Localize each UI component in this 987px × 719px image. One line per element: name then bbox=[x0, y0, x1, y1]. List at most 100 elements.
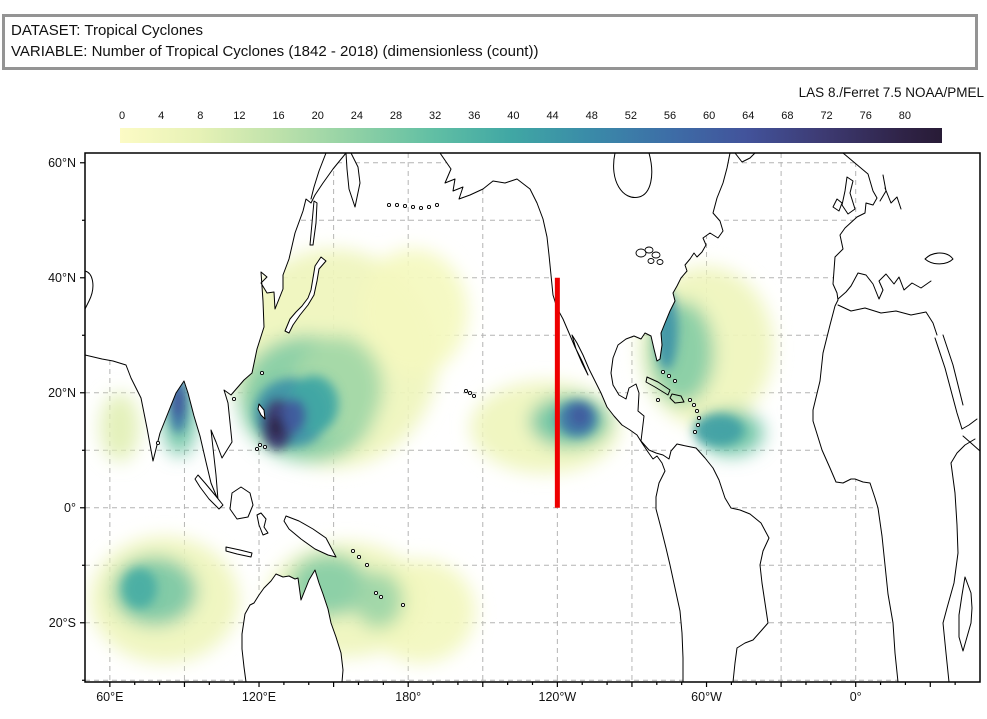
colorbar-tick-0: 0 bbox=[118, 110, 126, 122]
landmass-americas bbox=[439, 153, 770, 682]
colorbar-tick-60: 60 bbox=[703, 110, 716, 122]
landmass-layer bbox=[85, 153, 980, 682]
island-dot bbox=[692, 429, 698, 435]
island-dot bbox=[463, 388, 469, 394]
colorbar-gradient bbox=[120, 128, 942, 143]
island-dot bbox=[350, 548, 356, 554]
variable-label: VARIABLE: Number of Tropical Cyclones (1… bbox=[11, 43, 539, 60]
coast-med-north-shore bbox=[837, 272, 932, 300]
colorbar-tick-44: 44 bbox=[546, 110, 559, 122]
coast-red-sea-east bbox=[942, 334, 964, 406]
coastline-detail-layer bbox=[85, 153, 980, 682]
lat-label-60°N: 60°N bbox=[48, 156, 76, 170]
colorbar: 0 4 8 12 16 20 24 28 32 36 40 44 48 52 56 60 64 68 72 76 80 bbox=[118, 110, 942, 144]
island-dot bbox=[155, 440, 161, 446]
island-dot bbox=[378, 594, 384, 600]
landmass-greenland bbox=[734, 153, 756, 163]
heat-region-south-indian-blue bbox=[122, 568, 158, 609]
island-dot bbox=[262, 444, 268, 450]
coast-africa-horn bbox=[950, 438, 976, 464]
island-dot bbox=[687, 397, 693, 403]
island-dot bbox=[410, 204, 416, 210]
coast-red-sea-west bbox=[934, 337, 963, 430]
colorbar-tick-68: 68 bbox=[781, 110, 794, 122]
island-dot bbox=[696, 415, 702, 421]
island-dot bbox=[655, 397, 661, 403]
coast-baltic bbox=[879, 174, 902, 210]
landmass-australia bbox=[241, 569, 344, 682]
coast-cuba bbox=[645, 376, 671, 396]
island-dot bbox=[695, 422, 701, 428]
great-lake bbox=[651, 251, 661, 259]
colorbar-tick-20: 20 bbox=[311, 110, 324, 122]
lat-label-20°N: 20°N bbox=[48, 386, 76, 400]
colorbar-tick-16: 16 bbox=[272, 110, 285, 122]
island-dot bbox=[660, 369, 666, 375]
landmass-africaEurope bbox=[812, 153, 980, 682]
island-dot bbox=[694, 408, 700, 414]
great-lake bbox=[656, 259, 664, 265]
heat-region-north-pacific-haze bbox=[358, 249, 468, 376]
lon-label-0°: 0° bbox=[850, 690, 862, 704]
island-dot bbox=[691, 402, 697, 408]
island-dot bbox=[471, 393, 477, 399]
colorbar-tick-28: 28 bbox=[389, 110, 403, 122]
axis-ticks-layer bbox=[80, 162, 956, 687]
lon-label-180°: 180° bbox=[395, 690, 421, 704]
great-lake bbox=[647, 258, 655, 264]
island-dot bbox=[254, 446, 260, 452]
colorbar-tick-4: 4 bbox=[158, 110, 165, 122]
great-lake bbox=[635, 248, 647, 258]
map-area: 60°E 120°E 180° 120°W 60°W 0° 60°N 40°N 20°N 0° 20… bbox=[48, 152, 981, 704]
island-dot bbox=[426, 204, 432, 210]
coast-madagascar bbox=[958, 576, 973, 652]
landmass-borneo bbox=[229, 486, 254, 520]
island-dot bbox=[402, 203, 408, 209]
great-lake bbox=[644, 246, 654, 254]
landmass-kamchatka bbox=[345, 153, 361, 208]
colorbar-tick-80: 80 bbox=[898, 110, 911, 122]
lat-label-20°S: 20°S bbox=[49, 616, 76, 630]
island-dot bbox=[400, 602, 406, 608]
island-dot bbox=[434, 202, 440, 208]
landmass-asia bbox=[85, 153, 347, 501]
dataset-label: DATASET: Tropical Cyclones bbox=[11, 22, 204, 39]
island-dot bbox=[386, 202, 392, 208]
lat-label-40°N: 40°N bbox=[48, 271, 76, 285]
landmass-sumatra bbox=[194, 474, 224, 510]
lon-label-120°W: 120°W bbox=[539, 690, 577, 704]
colorbar-tick-76: 76 bbox=[859, 110, 872, 122]
heat-region-philippine-sea-peak bbox=[268, 415, 284, 439]
coast-africa-east-coast bbox=[942, 462, 959, 682]
colorbar-tick-labels: 0 4 8 12 16 20 24 28 32 36 40 44 48 52 56 60 64 68 72 76 80 bbox=[118, 110, 942, 124]
credit-line: LAS 8./Ferret 7.5 NOAA/PMEL bbox=[798, 85, 984, 100]
heat-region-philippine-sea-dark-east bbox=[281, 398, 307, 434]
axis-labels-layer: 60°E 120°E 180° 120°W 60°W 0° 60°N 40°N 20°N 0° 20… bbox=[48, 156, 862, 704]
colorbar-tick-56: 56 bbox=[663, 110, 677, 122]
colorbar-tick-48: 48 bbox=[585, 110, 598, 122]
lat-label-0°: 0° bbox=[64, 501, 76, 515]
lon-label-120°E: 120°E bbox=[242, 690, 276, 704]
colorbar-tick-24: 24 bbox=[350, 110, 363, 122]
colorbar-tick-64: 64 bbox=[742, 110, 755, 122]
heat-region-east-pacific-core bbox=[569, 404, 590, 428]
map-clip-group bbox=[85, 153, 980, 682]
island-dot bbox=[257, 442, 263, 448]
island-dot bbox=[666, 373, 672, 379]
heat-region-vanuatu-mid bbox=[353, 571, 404, 629]
island-dot bbox=[373, 590, 379, 596]
colorbar-tick-32: 32 bbox=[429, 110, 442, 122]
island-dot bbox=[418, 205, 424, 211]
colorbar-tick-36: 36 bbox=[468, 110, 481, 122]
island-dot bbox=[364, 562, 370, 568]
heat-region-caribbean-band-blue bbox=[694, 414, 744, 447]
coast-black-sea bbox=[924, 252, 954, 265]
island-dot bbox=[672, 378, 678, 384]
island-dot bbox=[394, 202, 400, 208]
colorbar-tick-8: 8 bbox=[197, 110, 204, 122]
landmass-luzon bbox=[257, 403, 266, 420]
lon-label-60°E: 60°E bbox=[96, 690, 123, 704]
island-dot bbox=[356, 554, 362, 560]
